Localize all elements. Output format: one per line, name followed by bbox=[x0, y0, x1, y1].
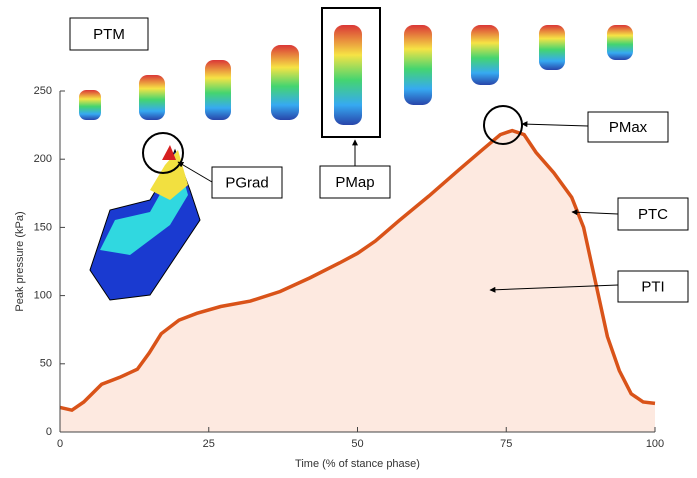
x-tick-label: 100 bbox=[646, 438, 664, 450]
pressure-map bbox=[79, 90, 101, 120]
annotation-arrow bbox=[521, 121, 589, 128]
line bbox=[59, 128, 656, 413]
x-tick-label: 75 bbox=[500, 438, 512, 450]
y-tick-label: 0 bbox=[46, 426, 52, 438]
annotation-box bbox=[69, 17, 149, 51]
pressure-map bbox=[139, 75, 165, 120]
annotation-box bbox=[617, 270, 689, 303]
pressure-map bbox=[271, 45, 299, 120]
y-tick-label: 50 bbox=[40, 358, 52, 370]
pressure-map bbox=[334, 25, 362, 125]
x-tick-label: 50 bbox=[351, 438, 363, 450]
annotation: PMap bbox=[335, 174, 374, 191]
annotation-arrow bbox=[177, 161, 213, 183]
pgrad-circle bbox=[142, 132, 184, 174]
annotation-arrow bbox=[489, 284, 619, 293]
area bbox=[60, 130, 655, 432]
pressure-map bbox=[205, 60, 231, 120]
x-tick-label: 0 bbox=[57, 438, 63, 450]
pressure-maps bbox=[79, 25, 633, 125]
foot-3d bbox=[89, 145, 201, 301]
annotation: PMax bbox=[609, 119, 648, 136]
pressure-map bbox=[404, 25, 432, 105]
x-tick-label: 25 bbox=[203, 438, 215, 450]
y-tick-label: 250 bbox=[34, 85, 52, 97]
annotation-box bbox=[319, 165, 391, 199]
annotation: PGrad bbox=[225, 174, 268, 191]
pressure-map bbox=[539, 25, 565, 70]
pressure-map bbox=[471, 25, 499, 85]
y-tick-label: 150 bbox=[34, 221, 52, 233]
annotation-arrow bbox=[571, 209, 619, 216]
annotation: PTM bbox=[93, 26, 125, 43]
y-tick-label: 100 bbox=[34, 290, 52, 302]
y-tick-label: 200 bbox=[34, 153, 52, 165]
annotation: PTC bbox=[638, 206, 668, 223]
x-axis-label: Time (% of stance phase) bbox=[295, 458, 420, 470]
annotation-box bbox=[587, 111, 669, 143]
pressure-map bbox=[607, 25, 633, 60]
annotation-box bbox=[211, 166, 283, 199]
annotation: PTI bbox=[641, 278, 664, 295]
pmap-frame bbox=[321, 7, 381, 138]
y-axis-label: Peak pressure (kPa) bbox=[14, 211, 26, 311]
